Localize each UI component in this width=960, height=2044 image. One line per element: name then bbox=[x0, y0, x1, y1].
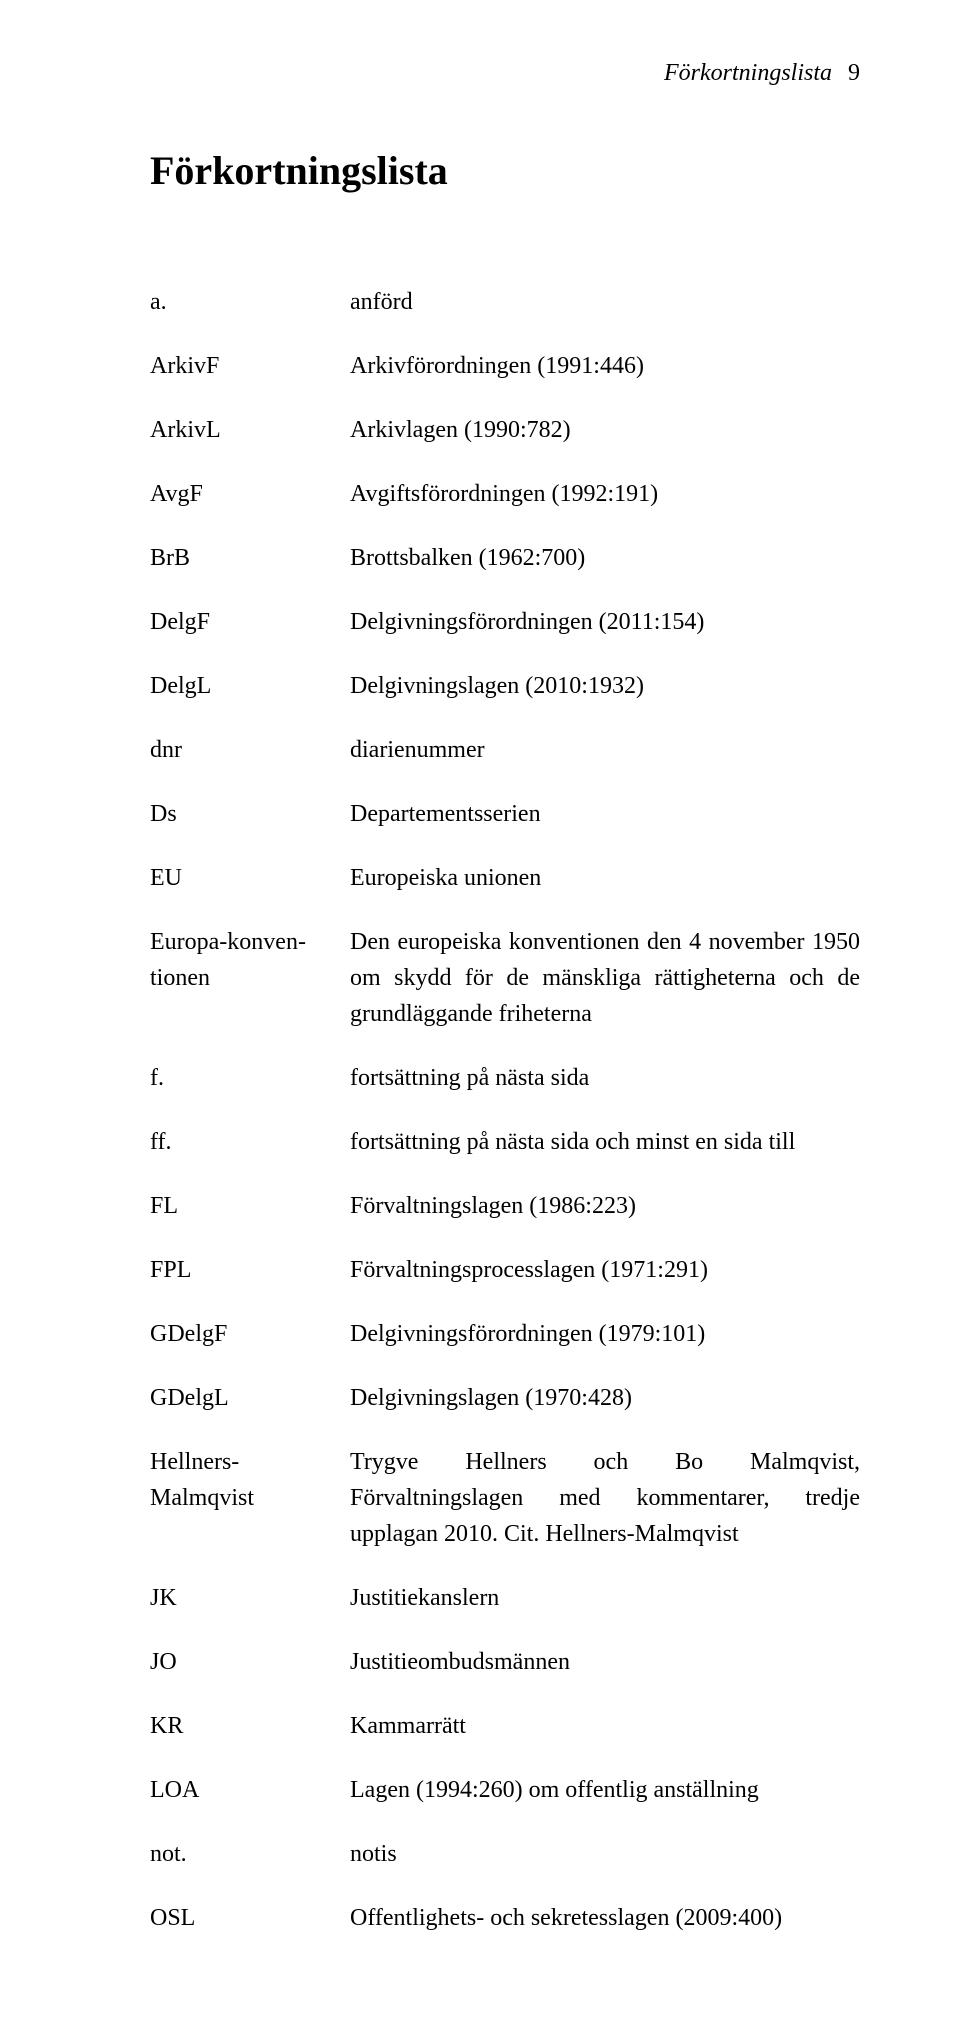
abbreviation-entry: DsDepartementsserien bbox=[150, 796, 860, 832]
abbreviation-key: f. bbox=[150, 1060, 350, 1096]
abbreviation-value: Justitieombudsmännen bbox=[350, 1644, 860, 1680]
abbreviation-key: ArkivF bbox=[150, 348, 350, 384]
abbreviation-entry: DelgLDelgivningslagen (2010:1932) bbox=[150, 668, 860, 704]
abbreviation-value: Förvaltningslagen (1986:223) bbox=[350, 1188, 860, 1224]
abbreviation-value: Delgivningslagen (2010:1932) bbox=[350, 668, 860, 704]
abbreviation-key: ff. bbox=[150, 1124, 350, 1160]
abbreviation-entry: not.notis bbox=[150, 1836, 860, 1872]
abbreviation-value: Lagen (1994:260) om offentlig anställnin… bbox=[350, 1772, 860, 1808]
abbreviation-value: Kammarrätt bbox=[350, 1708, 860, 1744]
abbreviation-entry: JOJustitieombudsmännen bbox=[150, 1644, 860, 1680]
abbreviation-value: Arkivlagen (1990:782) bbox=[350, 412, 860, 448]
abbreviation-key: ArkivL bbox=[150, 412, 350, 448]
abbreviation-entry: dnrdiarienummer bbox=[150, 732, 860, 768]
abbreviation-key: AvgF bbox=[150, 476, 350, 512]
abbreviation-entry: GDelgFDelgivningsförordningen (1979:101) bbox=[150, 1316, 860, 1352]
abbreviation-key: dnr bbox=[150, 732, 350, 768]
abbreviation-key: FL bbox=[150, 1188, 350, 1224]
abbreviation-value: fortsättning på nästa sida bbox=[350, 1060, 860, 1096]
abbreviation-value: Arkivförordningen (1991:446) bbox=[350, 348, 860, 384]
abbreviation-key: Europa-konven-tionen bbox=[150, 924, 350, 996]
abbreviation-value: Delgivningslagen (1970:428) bbox=[350, 1380, 860, 1416]
abbreviation-key: DelgL bbox=[150, 668, 350, 704]
page-number: 9 bbox=[848, 60, 860, 86]
abbreviation-key: a. bbox=[150, 284, 350, 320]
abbreviation-value: Justitiekanslern bbox=[350, 1580, 860, 1616]
abbreviation-value: Europeiska unionen bbox=[350, 860, 860, 896]
abbreviation-value: Förvaltningsprocesslagen (1971:291) bbox=[350, 1252, 860, 1288]
abbreviation-entry: f.fortsättning på nästa sida bbox=[150, 1060, 860, 1096]
abbreviation-key: EU bbox=[150, 860, 350, 896]
abbreviation-entry: OSLOffentlighets- och sekretesslagen (20… bbox=[150, 1900, 860, 1936]
abbreviation-key: JO bbox=[150, 1644, 350, 1680]
header-text: Förkortningslista bbox=[664, 60, 832, 86]
abbreviation-entry: Hellners-MalmqvistTrygve Hellners och Bo… bbox=[150, 1444, 860, 1552]
abbreviation-entry: AvgFAvgiftsförordningen (1992:191) bbox=[150, 476, 860, 512]
page-header: Förkortningslista 9 bbox=[150, 60, 860, 87]
abbreviation-key: JK bbox=[150, 1580, 350, 1616]
abbreviation-key: GDelgF bbox=[150, 1316, 350, 1352]
abbreviation-key: not. bbox=[150, 1836, 350, 1872]
abbreviation-entry: LOALagen (1994:260) om offentlig anställ… bbox=[150, 1772, 860, 1808]
abbreviation-entry: FPLFörvaltningsprocesslagen (1971:291) bbox=[150, 1252, 860, 1288]
abbreviation-value: Avgiftsförordningen (1992:191) bbox=[350, 476, 860, 512]
abbreviation-value: Trygve Hellners och Bo Malmqvist, Förval… bbox=[350, 1444, 860, 1552]
abbreviation-entry: a.anförd bbox=[150, 284, 860, 320]
abbreviation-entry: KRKammarrätt bbox=[150, 1708, 860, 1744]
abbreviation-key: OSL bbox=[150, 1900, 350, 1936]
abbreviation-key: Ds bbox=[150, 796, 350, 832]
abbreviation-entry: GDelgLDelgivningslagen (1970:428) bbox=[150, 1380, 860, 1416]
abbreviation-value: anförd bbox=[350, 284, 860, 320]
abbreviation-entry: DelgFDelgivningsförordningen (2011:154) bbox=[150, 604, 860, 640]
abbreviation-value: Delgivningsförordningen (1979:101) bbox=[350, 1316, 860, 1352]
abbreviation-value: Offentlighets- och sekretesslagen (2009:… bbox=[350, 1900, 860, 1936]
abbreviation-list: a.anfördArkivFArkivförordningen (1991:44… bbox=[150, 284, 860, 1936]
abbreviation-value: Delgivningsförordningen (2011:154) bbox=[350, 604, 860, 640]
abbreviation-entry: ArkivFArkivförordningen (1991:446) bbox=[150, 348, 860, 384]
abbreviation-key: BrB bbox=[150, 540, 350, 576]
abbreviation-entry: FLFörvaltningslagen (1986:223) bbox=[150, 1188, 860, 1224]
abbreviation-entry: JKJustitiekanslern bbox=[150, 1580, 860, 1616]
page-title: Förkortningslista bbox=[150, 147, 860, 194]
abbreviation-key: FPL bbox=[150, 1252, 350, 1288]
abbreviation-entry: ArkivLArkivlagen (1990:782) bbox=[150, 412, 860, 448]
abbreviation-key: DelgF bbox=[150, 604, 350, 640]
abbreviation-value: fortsättning på nästa sida och minst en … bbox=[350, 1124, 860, 1160]
abbreviation-entry: Europa-konven-tionenDen europeiska konve… bbox=[150, 924, 860, 1032]
abbreviation-key: LOA bbox=[150, 1772, 350, 1808]
abbreviation-value: diarienummer bbox=[350, 732, 860, 768]
abbreviation-value: Departementsserien bbox=[350, 796, 860, 832]
abbreviation-key: Hellners-Malmqvist bbox=[150, 1444, 350, 1516]
abbreviation-entry: EUEuropeiska unionen bbox=[150, 860, 860, 896]
abbreviation-entry: BrBBrottsbalken (1962:700) bbox=[150, 540, 860, 576]
abbreviation-value: Den europeiska konventionen den 4 novemb… bbox=[350, 924, 860, 1032]
abbreviation-key: KR bbox=[150, 1708, 350, 1744]
abbreviation-value: Brottsbalken (1962:700) bbox=[350, 540, 860, 576]
abbreviation-entry: ff.fortsättning på nästa sida och minst … bbox=[150, 1124, 860, 1160]
abbreviation-key: GDelgL bbox=[150, 1380, 350, 1416]
abbreviation-value: notis bbox=[350, 1836, 860, 1872]
